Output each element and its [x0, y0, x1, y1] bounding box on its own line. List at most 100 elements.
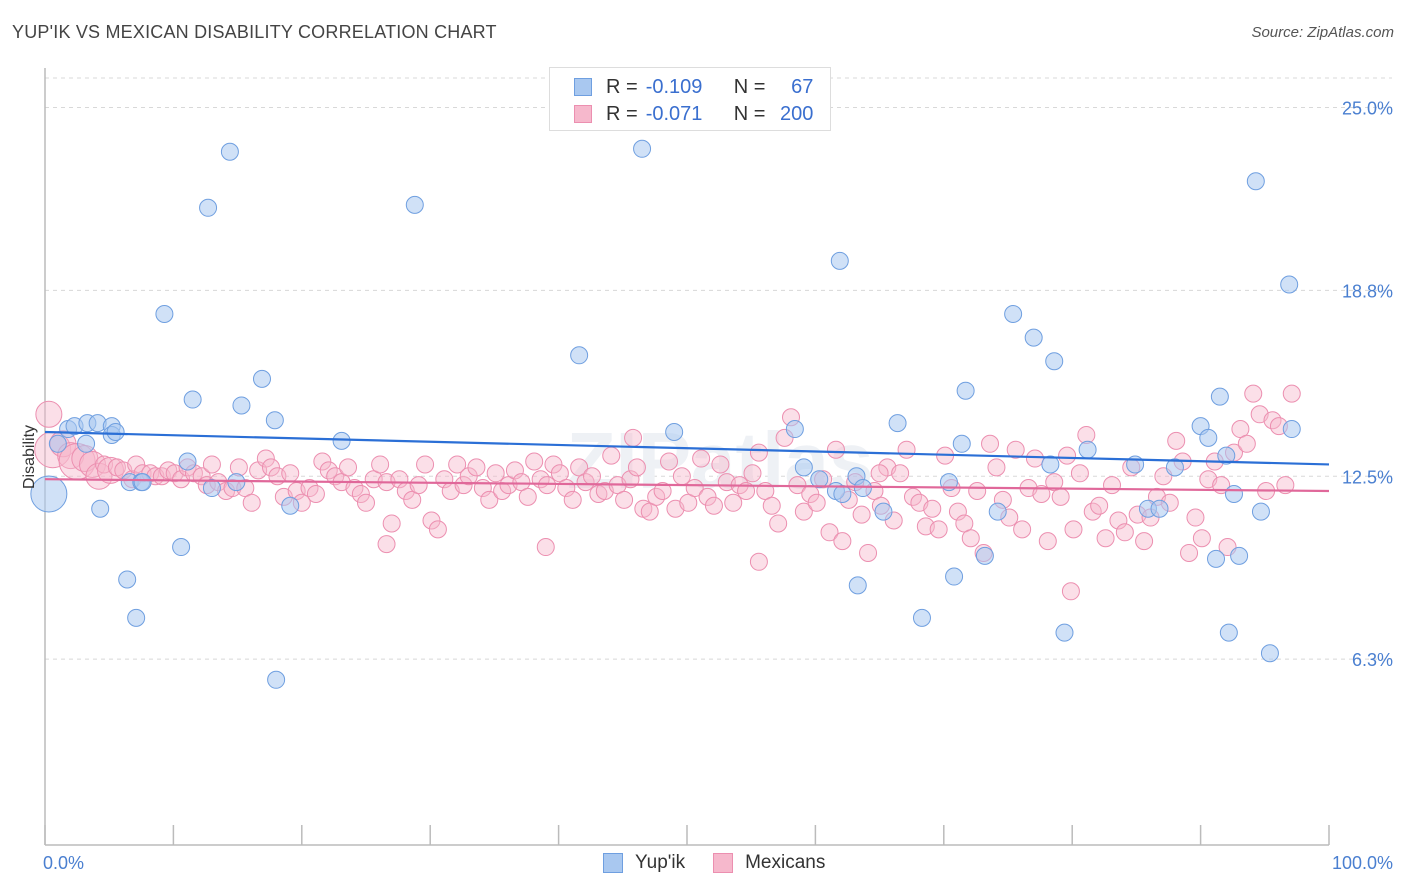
mexicans-point — [704, 496, 723, 515]
mexicans-point — [1237, 434, 1256, 453]
mexicans-point — [1032, 484, 1051, 503]
mexicans-points — [34, 384, 1301, 601]
mexicans-point — [794, 502, 813, 521]
yupik-point — [888, 414, 907, 433]
mexicans-point — [870, 464, 889, 483]
mexicans-point — [127, 455, 146, 474]
mexicans-point — [1070, 464, 1089, 483]
yupik-point — [1078, 440, 1097, 459]
mexicans-point — [351, 484, 370, 503]
series-legend: Yup'ik Mexicans — [603, 852, 853, 874]
yupik-point — [405, 195, 424, 214]
yupik-point — [1282, 420, 1301, 439]
yupik-point — [133, 473, 152, 492]
yupik-point — [988, 502, 1007, 521]
mexicans-point — [1025, 449, 1044, 468]
mexicans-swatch — [713, 853, 734, 873]
mexicans-point — [724, 493, 743, 512]
mexicans-point — [672, 467, 691, 486]
mexicans-point — [281, 464, 300, 483]
mexicans-point — [35, 400, 63, 428]
y-tick-label: 25.0% — [1342, 99, 1393, 119]
mexicans-point — [961, 529, 980, 548]
mexicans-point — [981, 434, 1000, 453]
mexicans-point — [1061, 582, 1080, 601]
yupik-point — [199, 198, 218, 217]
x-tick-label: 100.0% — [1332, 853, 1393, 873]
yupik-point — [1055, 623, 1074, 642]
n-label: N = — [733, 75, 766, 98]
mexicans-point — [256, 449, 275, 468]
yupik-point — [1045, 352, 1064, 371]
mexicans-point — [1038, 532, 1057, 551]
yupik-point — [952, 434, 971, 453]
mexicans-point — [357, 493, 375, 512]
r-label: R = — [606, 102, 638, 125]
yupik-trend-line — [44, 430, 1330, 466]
mexicans-point — [525, 452, 544, 471]
yupik-point — [202, 479, 221, 498]
yupik-point — [106, 423, 125, 441]
yupik-point — [1217, 446, 1236, 465]
yupik-point — [227, 473, 246, 492]
mexicans-point — [1276, 476, 1295, 495]
mexicans-point — [518, 487, 537, 506]
mexicans-point — [1064, 520, 1083, 539]
yupik-point — [1207, 549, 1226, 568]
mexicans-point — [627, 458, 646, 477]
mexicans-point — [624, 428, 643, 447]
yupik-point — [1251, 502, 1270, 521]
legend-item-mexicans[interactable]: Mexicans — [713, 852, 825, 874]
gridlines — [45, 77, 1392, 660]
yupik-point — [912, 608, 931, 627]
chart-title: YUP'IK VS MEXICAN DISABILITY CORRELATION… — [12, 22, 497, 42]
axes — [44, 68, 1330, 846]
trend-lines — [44, 430, 1330, 493]
mexicans-point — [968, 482, 987, 500]
yupik-point — [1004, 305, 1023, 323]
mexicans-point — [602, 446, 621, 465]
mexicans-point — [897, 440, 916, 459]
mexicans-point — [859, 543, 878, 562]
yupik-point — [1199, 428, 1218, 447]
mexicans-point — [1282, 384, 1301, 403]
yupik-point — [281, 496, 300, 515]
mexicans-point — [653, 482, 672, 500]
mexicans-point — [454, 476, 473, 495]
yupik-point — [77, 434, 96, 453]
mexicans-point — [486, 464, 505, 483]
mexicans-point — [229, 458, 248, 477]
mexicans-point — [416, 455, 435, 474]
mexicans-trend-line — [44, 478, 1330, 493]
mexicans-point — [923, 499, 942, 518]
yupik-swatch — [574, 78, 592, 96]
mexicans-point — [377, 535, 396, 554]
yupik-point — [853, 479, 872, 498]
mexicans-point — [615, 490, 634, 509]
mexicans-point — [1186, 508, 1205, 527]
y-tick-label: 6.3% — [1352, 650, 1393, 670]
yupik-point — [172, 538, 191, 557]
mexicans-point — [1058, 446, 1077, 465]
y-axis-label: Disability — [21, 425, 38, 489]
legend-label: Mexicans — [745, 852, 826, 873]
mexicans-point — [852, 505, 871, 524]
mexicans-point — [1192, 529, 1211, 548]
mexicans-point — [382, 514, 401, 533]
mexicans-point — [1135, 532, 1154, 551]
mexicans-point — [1109, 511, 1128, 530]
yupik-point — [794, 458, 813, 477]
legend-item-yupik[interactable]: Yup'ik — [603, 852, 685, 874]
mexicans-point — [422, 511, 441, 530]
mexicans-point — [582, 467, 601, 486]
mexicans-point — [698, 487, 717, 506]
yupik-point — [1246, 172, 1265, 191]
mexicans-point — [987, 458, 1006, 477]
r-value: -0.109 — [645, 75, 703, 98]
yupik-point — [945, 567, 964, 586]
mexicans-point — [480, 490, 499, 509]
mexicans-point — [505, 461, 524, 480]
mexicans-point — [448, 455, 467, 474]
mexicans-point — [339, 458, 358, 477]
